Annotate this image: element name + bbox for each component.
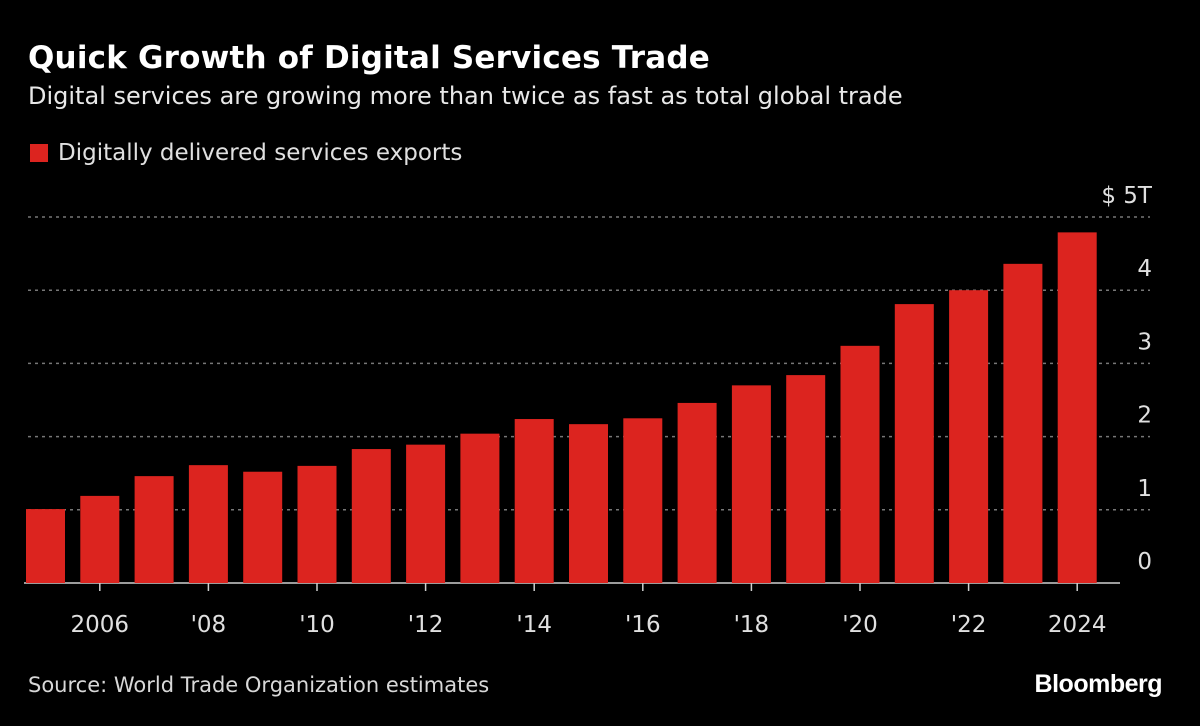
bar-2012 [406,444,446,583]
x-tick-label: '16 [625,612,661,638]
bar-2023 [1003,263,1043,583]
y-tick-label: $ 5T [1101,183,1153,209]
x-tick-label: '18 [734,612,770,638]
bar-2020 [840,345,880,583]
x-tick-label: 2024 [1048,612,1107,638]
source-note: Source: World Trade Organization estimat… [28,673,490,697]
y-tick-label: 3 [1137,329,1152,355]
x-tick-label: '22 [951,612,987,638]
bar-2014 [514,419,554,583]
y-tick-label: 2 [1137,403,1152,429]
bar-2006 [80,495,120,583]
y-tick-label: 4 [1137,256,1152,282]
bar-2009 [243,471,283,583]
legend-swatch [30,144,48,162]
bar-2013 [460,433,500,583]
bar-2018 [731,385,771,583]
bar-2010 [297,465,337,583]
chart-subtitle: Digital services are growing more than t… [28,82,903,110]
x-tick-label: 2006 [71,612,130,638]
y-tick-label: 0 [1137,549,1152,575]
bar-2021 [894,304,934,583]
bar-2015 [569,424,608,583]
x-tick-label: '12 [408,612,444,638]
chart-title: Quick Growth of Digital Services Trade [28,40,710,76]
x-tick-label: '10 [299,612,335,638]
bar-2016 [623,418,663,583]
x-tick-label: '08 [191,612,227,638]
bar-2011 [351,449,391,583]
bar-2007 [134,476,174,583]
x-tick-label: '14 [516,612,552,638]
bar-2005 [26,509,65,583]
bar-2008 [188,465,228,583]
bar-2022 [949,290,989,583]
legend: Digitally delivered services exports [30,140,462,166]
x-tick-label: '20 [842,612,878,638]
bar-2017 [677,402,717,583]
y-tick-label: 1 [1137,476,1152,502]
bar-2024 [1057,232,1097,583]
legend-label: Digitally delivered services exports [58,140,463,166]
bar-2019 [786,375,826,583]
bloomberg-logo: Bloomberg [1034,670,1163,698]
